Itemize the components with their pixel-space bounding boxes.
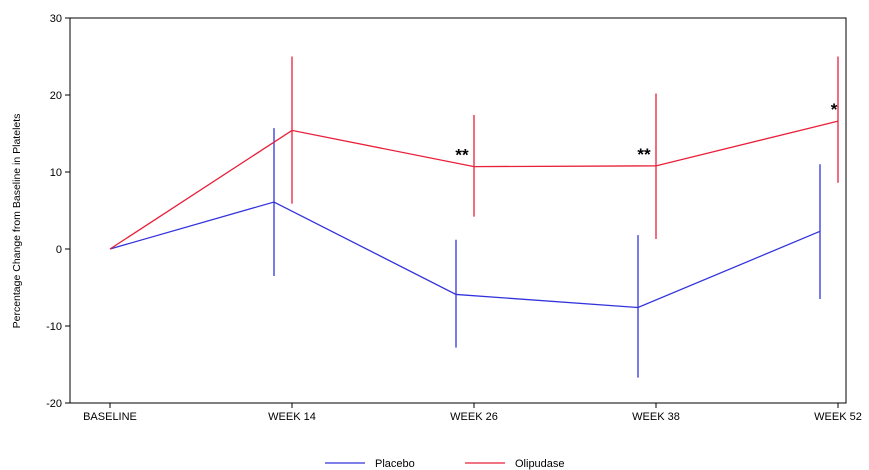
x-tick-label: WEEK 38: [632, 411, 680, 423]
y-tick-label: -20: [46, 398, 62, 410]
annotations-layer: ** ***: [455, 100, 837, 164]
y-tick-label: 30: [50, 13, 62, 25]
x-axis: BASELINE WEEK 14 WEEK 26 WEEK 38 WEEK 52: [83, 403, 862, 423]
significance-marker: **: [455, 146, 469, 165]
legend: Placebo Olipudase: [325, 458, 565, 470]
x-tick-label: WEEK 14: [268, 411, 316, 423]
y-tick-label: -10: [46, 321, 62, 333]
plot-frame: [69, 17, 847, 404]
y-tick-label: 10: [50, 167, 62, 179]
x-tick-label: BASELINE: [83, 411, 137, 423]
y-tick-label: 0: [56, 244, 62, 256]
series-line-placebo: [109, 201, 821, 309]
legend-label-olipudase: Olipudase: [515, 458, 565, 470]
x-tick-label: WEEK 26: [450, 411, 498, 423]
significance-marker: **: [637, 145, 651, 164]
y-axis-label: Percentage Change from Baseline in Plate…: [11, 114, 23, 329]
series-layer: [109, 56, 839, 378]
legend-label-placebo: Placebo: [375, 458, 415, 470]
significance-marker: *: [831, 100, 838, 119]
y-axis: -20 -10 0 10 20 30: [46, 13, 70, 410]
y-tick-label: 20: [50, 90, 62, 102]
x-tick-label: WEEK 52: [814, 411, 862, 423]
